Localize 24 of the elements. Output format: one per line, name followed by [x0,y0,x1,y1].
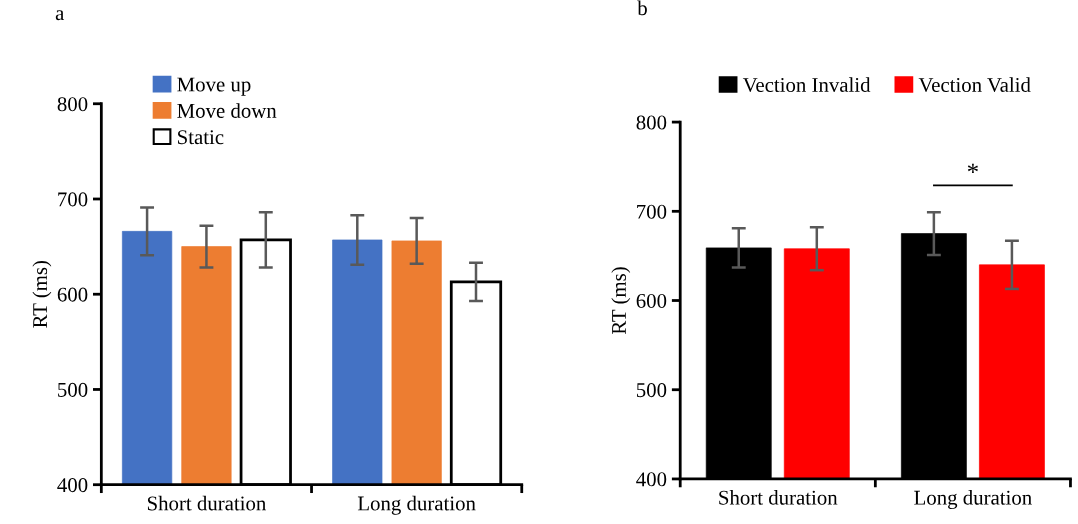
x-tick-label: Short duration [147,495,267,511]
x-tick-label: Long duration [357,495,476,515]
y-axis-title: RT (ms) [611,267,631,335]
y-tick-label: 400 [57,478,88,493]
legend-label: Vection Valid [918,77,1031,93]
chart-title: b [637,0,647,16]
y-tick-label: 600 [636,293,667,308]
y-tick-label: 800 [57,97,88,112]
y-tick-label: 400 [636,472,667,487]
chart-title: a [55,10,65,21]
x-tick-label: Short duration [719,490,838,505]
y-tick-label: 700 [637,204,667,219]
x-tick-label: Long duration [914,490,1032,509]
y-tick-label: 500 [636,383,667,398]
legend-label: Vection Invalid [742,77,871,93]
y-axis-title: RT (ms) [32,260,52,328]
y-tick-label: 600 [57,287,88,302]
legend-label: Move down [177,103,277,118]
legend-label: Move up [177,77,251,96]
y-tick-label: 700 [58,192,88,207]
y-tick-label: 800 [636,115,667,130]
legend-label: Static [178,130,224,145]
y-tick-label: 500 [58,382,88,397]
annotation: * [967,163,978,173]
